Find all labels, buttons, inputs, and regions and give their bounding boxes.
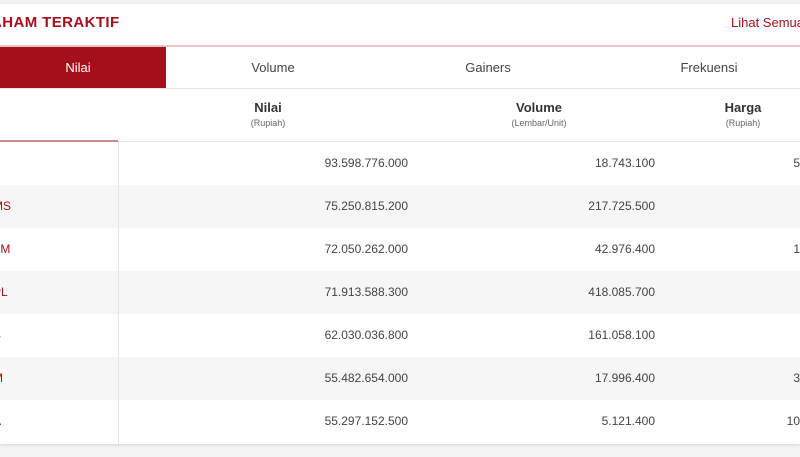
volume-cell: 17.996.400 — [594, 371, 655, 385]
table-row[interactable]: MS 75.250.815.200 217.725.500 3 — [0, 185, 800, 228]
see-all-link[interactable]: Lihat Semua — [731, 15, 800, 30]
table-row[interactable]: B 62.030.036.800 161.058.100 3 — [0, 314, 800, 357]
value-cell: 71.913.588.300 — [324, 285, 408, 299]
value-cell: 55.297.152.500 — [324, 414, 408, 428]
table-row[interactable]: A 55.297.152.500 5.121.400 10.8 — [0, 400, 800, 443]
column-label: Harga — [724, 100, 762, 115]
tab-gainers[interactable]: Gainers — [465, 60, 511, 75]
price-cell: 3 — [720, 314, 800, 357]
column-header-nilai[interactable]: Nilai (Rupiah) — [218, 100, 318, 128]
volume-cell: 217.725.500 — [588, 199, 655, 213]
value-cell: 62.030.036.800 — [324, 328, 408, 342]
volume-cell: 418.085.700 — [588, 285, 655, 299]
value-cell: 72.050.262.000 — [324, 242, 408, 256]
stock-code-link[interactable]: B — [0, 314, 1, 357]
frozen-column-divider — [118, 142, 119, 444]
stock-code-link[interactable]: TM — [0, 242, 11, 256]
table-row[interactable]: PL 71.913.588.300 418.085.700 1 — [0, 271, 800, 314]
volume-cell: 18.743.100 — [594, 156, 655, 170]
price-cell: 1 — [720, 271, 800, 314]
value-cell: 75.250.815.200 — [324, 199, 408, 213]
tab-nilai[interactable]: Nilai — [0, 47, 166, 88]
card-title: AHAM TERAKTIF — [0, 14, 120, 31]
column-unit: (Rupiah) — [250, 118, 286, 128]
table-row[interactable]: TM 72.050.262.000 42.976.400 1.6 — [0, 228, 800, 271]
stock-code-link[interactable]: A — [0, 400, 1, 443]
table-header: Nilai (Rupiah) Volume (Lembar/Unit) Harg… — [0, 88, 800, 142]
price-cell: 1.6 — [793, 242, 800, 256]
price-cell: 5.0 — [793, 156, 800, 170]
most-active-stocks-card: AHAM TERAKTIF Lihat Semua Nilai Volume G… — [0, 4, 800, 444]
tab-frekuensi[interactable]: Frekuensi — [680, 60, 738, 75]
value-cell: 55.482.654.000 — [324, 371, 408, 385]
volume-cell: 42.976.400 — [594, 242, 655, 256]
value-cell: 93.598.776.000 — [324, 156, 408, 170]
price-cell: 10.8 — [786, 414, 800, 428]
price-cell: 3 — [720, 185, 800, 228]
stock-code-link[interactable]: MS — [0, 199, 11, 213]
card-header: AHAM TERAKTIF Lihat Semua — [0, 4, 800, 47]
volume-cell: 161.058.100 — [588, 328, 655, 342]
column-label: Volume — [516, 100, 562, 115]
price-cell: 3.0 — [793, 371, 800, 385]
column-header-volume[interactable]: Volume (Lembar/Unit) — [479, 100, 599, 128]
table-row[interactable]: I 93.598.776.000 18.743.100 5.0 — [0, 142, 800, 185]
tab-volume[interactable]: Volume — [251, 60, 295, 75]
tab-bar: Nilai Volume Gainers Frekuensi — [0, 47, 800, 89]
stock-code-link[interactable]: PL — [0, 285, 8, 299]
stock-code-link[interactable]: M — [0, 357, 3, 400]
column-header-harga[interactable]: Harga (Rupiah) — [703, 100, 783, 128]
table-row[interactable]: M 55.482.654.000 17.996.400 3.0 — [0, 357, 800, 400]
column-label: Nilai — [254, 100, 282, 115]
column-unit: (Rupiah) — [725, 118, 761, 128]
volume-cell: 5.121.400 — [601, 414, 655, 428]
sticky-column-divider — [0, 140, 118, 142]
column-unit: (Lembar/Unit) — [511, 118, 567, 128]
